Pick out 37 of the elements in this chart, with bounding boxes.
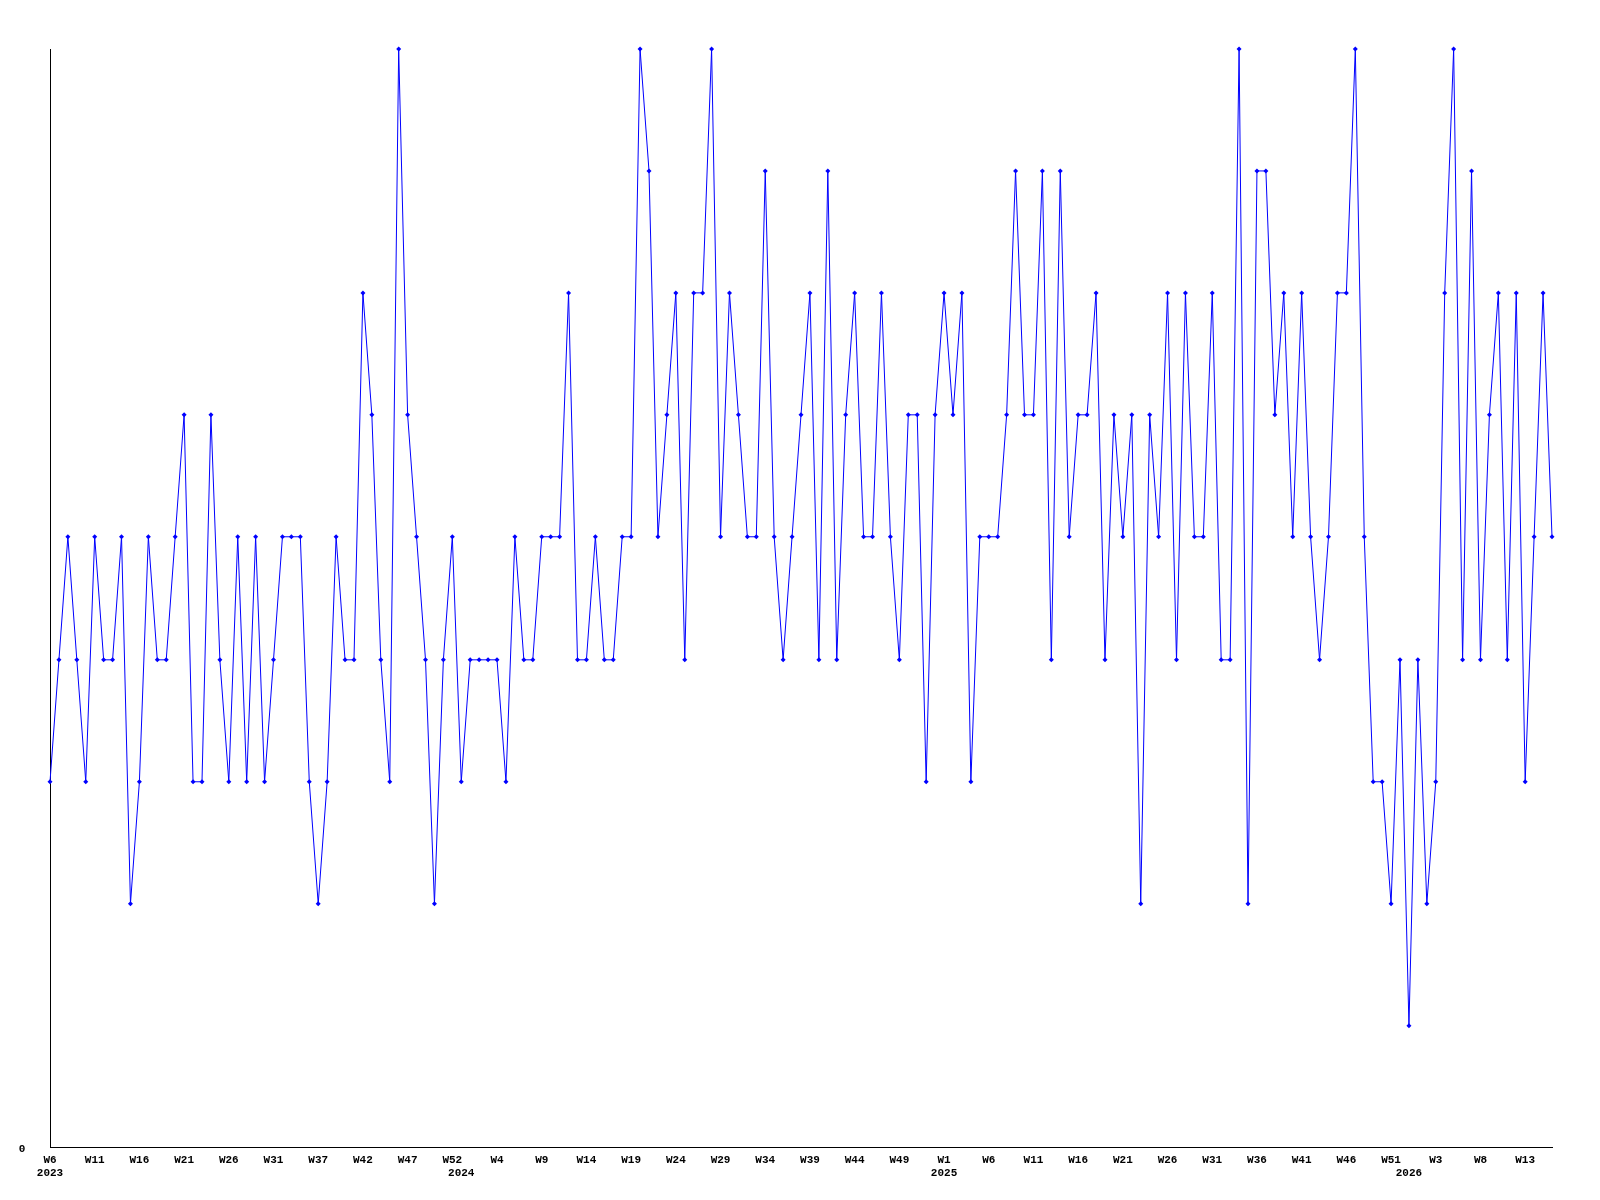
x-tick-label: W26	[218, 1153, 239, 1166]
x-tick-label: W21	[174, 1153, 195, 1166]
x-tick-label: W44	[844, 1153, 865, 1166]
x-tick-label: W16	[1068, 1153, 1089, 1166]
x-tick-label: 2024	[448, 1167, 475, 1180]
x-tick-label: W26	[1157, 1153, 1178, 1166]
x-tick-label: W6 2023	[36, 1153, 64, 1180]
x-tick-label: W31	[1202, 1153, 1223, 1166]
x-tick-label: W42	[353, 1153, 373, 1166]
x-tick-label: W39	[800, 1153, 820, 1166]
x-tick-label: W41	[1291, 1153, 1312, 1166]
x-tick-label: W21	[1112, 1153, 1134, 1166]
x-tick-label: W37	[308, 1153, 329, 1166]
x-tick-label: W19	[621, 1153, 642, 1166]
x-tick-label: W8	[1473, 1153, 1488, 1166]
x-tick-label: W11	[1023, 1153, 1044, 1166]
x-tick-label: W4	[490, 1153, 505, 1166]
x-tick-label: W11	[84, 1153, 105, 1166]
x-tick-label: W14	[576, 1153, 597, 1166]
x-tick-label: W36	[1247, 1153, 1267, 1166]
x-tick-label: W24	[665, 1153, 687, 1166]
x-tick-label: W52	[442, 1153, 463, 1166]
x-tick-label: W29	[710, 1153, 731, 1166]
x-tick-label: W49	[889, 1153, 910, 1166]
x-tick-label: W3	[1429, 1153, 1443, 1166]
x-tick-label: 2026	[1395, 1167, 1423, 1180]
x-tick-label: W46	[1336, 1153, 1357, 1166]
x-tick-label: W47	[397, 1153, 418, 1166]
x-tick-label: W9	[535, 1153, 549, 1166]
x-tick-label: W13	[1515, 1153, 1536, 1166]
text: 0	[18, 1143, 26, 1156]
x-tick-label: W51	[1381, 1153, 1402, 1166]
x-tick-label: W6	[982, 1153, 996, 1166]
x-tick-label: W31	[263, 1153, 284, 1166]
x-tick-label: W34	[755, 1153, 776, 1166]
x-tick-label: W1 2025	[930, 1153, 958, 1180]
x-tick-label: W16	[129, 1153, 150, 1166]
